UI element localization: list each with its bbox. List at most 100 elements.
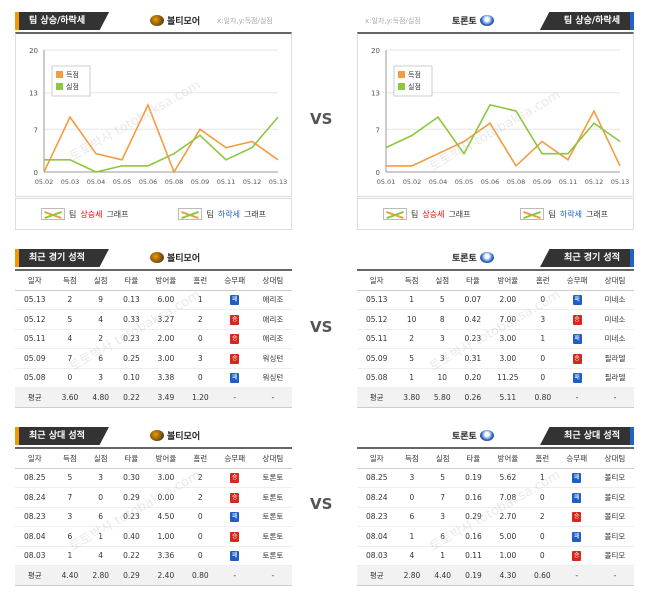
table-cell: 토론토 xyxy=(253,468,292,488)
result-badge: 승 xyxy=(230,314,240,325)
graph-legend-right: 팀 상승세 그래프 팀 하락세 그래프 xyxy=(357,198,634,230)
table-row: 08.24 0 7 0.16 7.08 0 패 볼티모 xyxy=(357,487,634,508)
x-tick-label: 05.02 xyxy=(35,178,54,186)
average-row: 평균 2.80 4.40 0.19 4.30 0.60- - xyxy=(357,565,634,586)
average-cell: 평균 xyxy=(15,565,55,586)
average-cell: 0.29 xyxy=(116,565,147,586)
table-row: 05.08 0 3 0.10 3.38 0 패 워싱턴 xyxy=(15,368,292,388)
average-cell: 3.60 xyxy=(54,387,86,408)
table-row: 05.12 10 8 0.42 7.00 3 승 미네소 xyxy=(357,309,634,330)
column-header: 실점 xyxy=(85,271,117,291)
legend-suffix: 그래프 xyxy=(585,209,609,219)
result-badge: 승 xyxy=(572,314,582,325)
table-cell: 2 xyxy=(54,290,86,310)
legend-label: 실점 xyxy=(66,82,79,91)
column-header: 방어율 xyxy=(488,271,528,291)
result-cell: 승 xyxy=(215,309,254,330)
trend-title: 팀 상승/하락세 xyxy=(539,12,634,30)
table-cell: 7 xyxy=(54,487,86,508)
graph-toggle-icon xyxy=(40,208,65,220)
table-row: 05.08 1 10 0.20 11.25 0 패 필라델 xyxy=(357,368,634,388)
table-cell: 0.19 xyxy=(458,468,489,488)
legend-suffix: 그래프 xyxy=(448,209,471,219)
result-cell: 패 xyxy=(558,290,597,310)
legend-up[interactable]: 팀 상승세 그래프 xyxy=(40,208,129,220)
average-cell: - xyxy=(215,387,254,408)
team-name: 토론토 xyxy=(452,17,477,27)
table-cell: 05.11 xyxy=(357,329,397,349)
h2h-panel-right: 토론토 최근 상대 성적 일자 득점 실점 타율 방어율 홈런 승무패 상대팀 08.25 3 5 0… xyxy=(357,423,634,586)
team-name: 볼티모어 xyxy=(167,254,201,264)
table-cell: 0.23 xyxy=(457,329,489,349)
result-cell: 승 xyxy=(215,348,254,369)
table-cell: 1 xyxy=(396,368,427,388)
h2h-table-right: 일자 득점 실점 타율 방어율 홈런 승무패 상대팀 08.25 3 5 0.19 5.62 1 패 볼티모 0… xyxy=(357,447,634,586)
legend-swatch xyxy=(398,71,405,78)
table-cell: 08.24 xyxy=(15,487,55,508)
average-cell: 3.80 xyxy=(396,387,427,408)
x-tick-label: 05.13 xyxy=(611,178,630,186)
average-cell: - xyxy=(557,565,596,586)
table-cell: 워싱턴 xyxy=(253,368,292,388)
average-cell: 4.80 xyxy=(85,387,117,408)
table-cell: 6.00 xyxy=(146,290,185,310)
average-cell: 5.11 xyxy=(488,387,528,408)
table-cell: 08.25 xyxy=(15,468,55,488)
result-badge: 패 xyxy=(572,295,582,306)
result-badge: 승 xyxy=(572,353,582,364)
table-cell: 05.09 xyxy=(357,348,397,369)
table-cell: 7.00 xyxy=(488,309,528,330)
column-header: 승무패 xyxy=(558,271,597,291)
h2h-panel-left: 최근 상대 성적 볼티모어 일자 득점 실점 타율 방어율 홈런 승무패 상대팀 08.25 5 3… xyxy=(15,423,292,586)
table-row: 08.25 5 3 0.30 3.00 2 승 토론토 xyxy=(15,468,292,488)
result-cell: 승 xyxy=(558,309,597,330)
legend-down-label: 하락세 xyxy=(217,209,240,219)
average-cell: 0.26 xyxy=(457,387,489,408)
average-cell: 0.22 xyxy=(116,387,147,408)
table-cell: 0 xyxy=(527,348,559,369)
legend-up[interactable]: 팀 상승세 그래프 xyxy=(382,208,471,220)
legend-down-label: 하락세 xyxy=(559,209,582,219)
result-cell: 패 xyxy=(215,546,254,566)
table-cell: 볼티모 xyxy=(595,526,634,547)
column-header: 방어율 xyxy=(146,449,185,469)
legend-down[interactable]: 팀 하락세 그래프 xyxy=(520,208,608,220)
table-cell: 1.00 xyxy=(146,526,185,547)
result-badge: 패 xyxy=(572,334,582,345)
result-badge: 승 xyxy=(230,473,240,484)
table-row: 05.13 2 9 0.13 6.00 1 패 애리조 xyxy=(15,290,292,310)
team-label: 볼티모어 xyxy=(150,251,200,264)
legend-swatch xyxy=(56,71,63,78)
table-cell: 3 xyxy=(427,507,459,527)
table-cell: 3 xyxy=(396,468,428,488)
table-cell: 10 xyxy=(396,309,427,330)
legend-label: 득점 xyxy=(66,71,79,79)
table-cell: 7.08 xyxy=(488,487,527,508)
average-cell: 0.19 xyxy=(458,565,489,586)
table-cell: 05.12 xyxy=(357,309,397,330)
x-tick-label: 05.06 xyxy=(139,178,158,186)
table-cell: 1 xyxy=(54,546,86,566)
table-cell: 애리조 xyxy=(253,309,292,330)
table-cell: 4.50 xyxy=(146,507,185,527)
table-cell: 0.23 xyxy=(116,507,147,527)
graph-toggle-icon xyxy=(382,208,407,220)
average-cell: - xyxy=(253,387,292,408)
table-row: 08.23 3 6 0.23 4.50 0 패 토론토 xyxy=(15,507,292,527)
average-cell: - xyxy=(596,387,634,408)
table-row: 05.09 7 6 0.25 3.00 3 승 워싱턴 xyxy=(15,348,292,369)
table-cell: 0.40 xyxy=(116,526,147,547)
average-cell: 0.80 xyxy=(527,387,559,408)
table-cell: 0.22 xyxy=(116,546,147,566)
table-cell: 볼티모 xyxy=(595,487,634,508)
table-cell: 0.07 xyxy=(457,290,489,310)
legend-label: 실점 xyxy=(408,82,421,91)
table-cell: 0 xyxy=(184,368,216,388)
legend-down[interactable]: 팀 하락세 그래프 xyxy=(178,208,266,220)
recent-panel-right: 토론토 최근 경기 성적 일자 득점 실점 타율 방어율 홈런 승무패 상대팀 05.13 1 5 0… xyxy=(357,245,634,408)
table-cell: 0.29 xyxy=(458,507,489,527)
orioles-logo-icon xyxy=(150,15,164,26)
table-cell: 3 xyxy=(426,329,458,349)
table-cell: 미네소 xyxy=(596,290,634,310)
table-cell: 05.13 xyxy=(15,290,55,310)
